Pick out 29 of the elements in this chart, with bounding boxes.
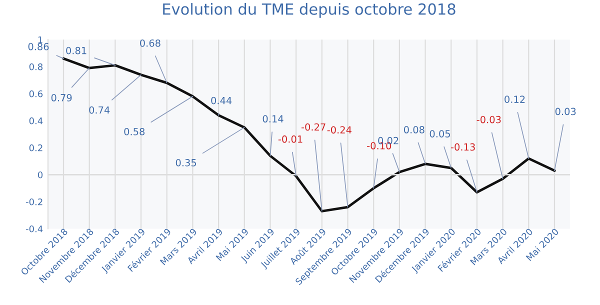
data-label: 0.03 <box>555 108 576 116</box>
y-tick-label: 0.6 <box>29 90 43 98</box>
data-label: 0.58 <box>124 128 145 136</box>
data-label: -0.03 <box>476 116 501 124</box>
data-label: 0.81 <box>66 46 86 54</box>
data-label: 0.68 <box>140 39 160 47</box>
data-label: -0.10 <box>367 142 392 150</box>
data-label: 0.14 <box>262 115 284 123</box>
data-label: 0.86 <box>28 42 49 50</box>
data-label: 0.44 <box>211 96 232 104</box>
data-label: 0.08 <box>404 126 424 134</box>
data-label: 0.79 <box>51 94 72 102</box>
y-tick-label: -0.2 <box>26 198 42 206</box>
y-tick-label: 0.2 <box>29 144 42 152</box>
data-label: -0.27 <box>301 123 326 131</box>
y-tick-label: 0.8 <box>29 63 43 70</box>
data-label: 0.12 <box>504 96 525 103</box>
y-tick-label: 1 <box>38 36 42 44</box>
data-label: -0.13 <box>450 143 475 151</box>
data-label: -0.24 <box>327 126 352 134</box>
data-label: 0.05 <box>430 130 450 138</box>
data-label: 0.02 <box>378 136 398 144</box>
data-label: -0.01 <box>278 135 302 143</box>
y-tick-label: -0.4 <box>26 225 43 232</box>
y-tick-label: 0 <box>38 171 43 178</box>
data-label: 0.35 <box>176 159 196 166</box>
y-tick-label: 0.4 <box>29 117 43 124</box>
data-label: 0.74 <box>89 106 110 114</box>
chart-title: Evolution du TME depuis octobre 2018 <box>163 3 456 18</box>
